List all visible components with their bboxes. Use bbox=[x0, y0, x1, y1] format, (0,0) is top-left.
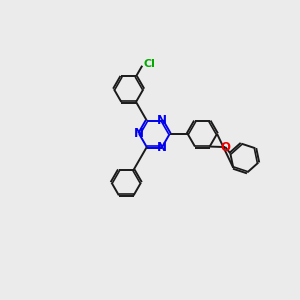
Text: Cl: Cl bbox=[144, 59, 155, 69]
Text: N: N bbox=[157, 141, 167, 154]
Text: N: N bbox=[134, 127, 144, 140]
Text: O: O bbox=[220, 141, 230, 154]
Text: N: N bbox=[157, 114, 167, 127]
